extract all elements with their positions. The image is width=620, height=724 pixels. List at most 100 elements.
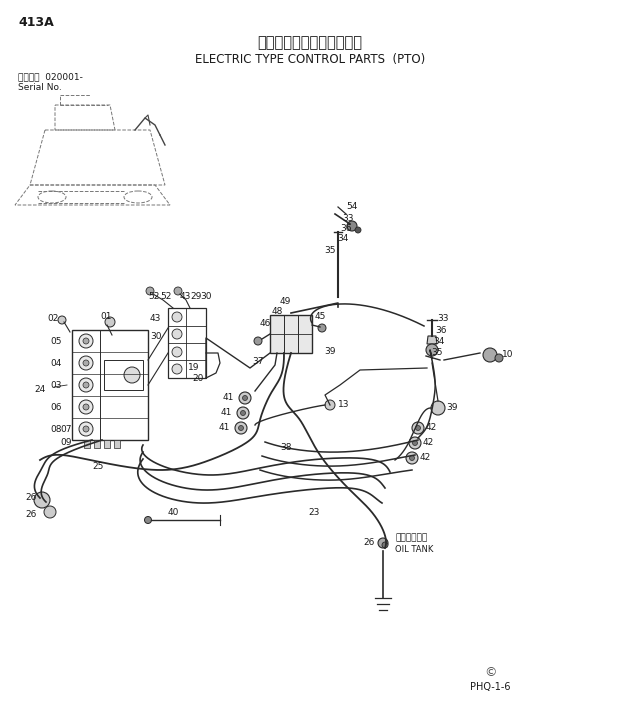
- Circle shape: [79, 422, 93, 436]
- Circle shape: [239, 392, 251, 404]
- Text: 08: 08: [50, 425, 61, 434]
- Circle shape: [412, 422, 424, 434]
- Circle shape: [237, 407, 249, 419]
- Circle shape: [172, 329, 182, 339]
- Circle shape: [412, 440, 417, 445]
- Circle shape: [242, 395, 247, 400]
- Text: 30: 30: [200, 292, 211, 301]
- Text: 30: 30: [150, 332, 161, 341]
- Polygon shape: [104, 440, 110, 448]
- Text: 25: 25: [92, 462, 104, 471]
- Circle shape: [79, 400, 93, 414]
- Circle shape: [79, 334, 93, 348]
- Text: 42: 42: [420, 453, 432, 462]
- Text: 49: 49: [280, 297, 291, 306]
- Circle shape: [58, 316, 66, 324]
- Text: 24: 24: [34, 385, 45, 394]
- Text: 26: 26: [25, 510, 37, 519]
- Text: 26: 26: [25, 493, 37, 502]
- Text: ELECTRIC TYPE CONTROL PARTS  (PTO): ELECTRIC TYPE CONTROL PARTS (PTO): [195, 53, 425, 66]
- Circle shape: [254, 337, 262, 345]
- Circle shape: [241, 411, 246, 416]
- Circle shape: [79, 378, 93, 392]
- Circle shape: [83, 338, 89, 344]
- Circle shape: [124, 367, 140, 383]
- Text: 05: 05: [50, 337, 61, 346]
- Text: 43: 43: [150, 314, 161, 323]
- Text: 02: 02: [47, 314, 58, 323]
- Text: 19: 19: [188, 363, 200, 372]
- Text: 36: 36: [340, 224, 352, 233]
- Text: 54: 54: [346, 202, 357, 211]
- Polygon shape: [84, 440, 90, 448]
- Circle shape: [144, 516, 151, 523]
- Text: 40: 40: [168, 508, 179, 517]
- Circle shape: [382, 542, 388, 548]
- Text: 42: 42: [426, 423, 437, 432]
- Polygon shape: [114, 440, 120, 448]
- Text: 13: 13: [338, 400, 350, 409]
- Polygon shape: [94, 440, 100, 448]
- Circle shape: [409, 455, 415, 460]
- Text: 39: 39: [446, 403, 458, 412]
- Text: 29: 29: [190, 292, 202, 301]
- Circle shape: [409, 437, 421, 449]
- Text: 41: 41: [219, 423, 231, 432]
- Text: 35: 35: [431, 348, 443, 357]
- Text: 413A: 413A: [18, 16, 54, 29]
- Circle shape: [83, 360, 89, 366]
- Circle shape: [426, 344, 438, 356]
- Text: 43: 43: [180, 292, 192, 301]
- Text: 33: 33: [437, 314, 448, 323]
- Circle shape: [355, 227, 361, 233]
- Text: 45: 45: [315, 312, 326, 321]
- Circle shape: [431, 401, 445, 415]
- Text: 04: 04: [50, 359, 61, 368]
- Circle shape: [34, 492, 50, 508]
- Circle shape: [172, 347, 182, 357]
- Circle shape: [174, 287, 182, 295]
- Circle shape: [239, 426, 244, 431]
- Circle shape: [318, 324, 326, 332]
- Text: 39: 39: [324, 347, 335, 356]
- Text: OIL TANK: OIL TANK: [395, 545, 433, 554]
- Circle shape: [83, 426, 89, 432]
- Text: 37: 37: [252, 357, 264, 366]
- Circle shape: [235, 422, 247, 434]
- Text: 10: 10: [502, 350, 513, 359]
- Text: 23: 23: [308, 508, 319, 517]
- Text: 41: 41: [221, 408, 232, 417]
- Text: 36: 36: [435, 326, 446, 335]
- Text: 35: 35: [324, 246, 335, 255]
- Text: 33: 33: [342, 214, 353, 223]
- Circle shape: [79, 356, 93, 370]
- Text: 52: 52: [148, 292, 159, 301]
- Circle shape: [172, 312, 182, 322]
- Text: 通用号機  020001-: 通用号機 020001-: [18, 72, 83, 81]
- Text: PHQ-1-6: PHQ-1-6: [470, 682, 510, 692]
- Circle shape: [378, 538, 388, 548]
- Text: 03: 03: [50, 381, 61, 390]
- Text: 07: 07: [60, 425, 71, 434]
- Text: 26: 26: [363, 538, 374, 547]
- Polygon shape: [270, 315, 312, 353]
- Text: 20: 20: [192, 374, 203, 383]
- Text: 38: 38: [280, 443, 291, 452]
- Circle shape: [83, 382, 89, 388]
- Circle shape: [347, 221, 357, 231]
- Text: 41: 41: [223, 393, 234, 402]
- Circle shape: [172, 364, 182, 374]
- Circle shape: [146, 287, 154, 295]
- Text: オイルタンク: オイルタンク: [395, 533, 427, 542]
- Text: 34: 34: [433, 337, 445, 346]
- Circle shape: [325, 400, 335, 410]
- Text: 42: 42: [423, 438, 434, 447]
- Circle shape: [44, 506, 56, 518]
- Text: 46: 46: [260, 319, 272, 328]
- Text: 09: 09: [60, 438, 71, 447]
- Text: 48: 48: [272, 307, 283, 316]
- Text: Serial No.: Serial No.: [18, 83, 62, 92]
- Circle shape: [495, 354, 503, 362]
- Text: 52: 52: [160, 292, 171, 301]
- Text: 34: 34: [337, 234, 348, 243]
